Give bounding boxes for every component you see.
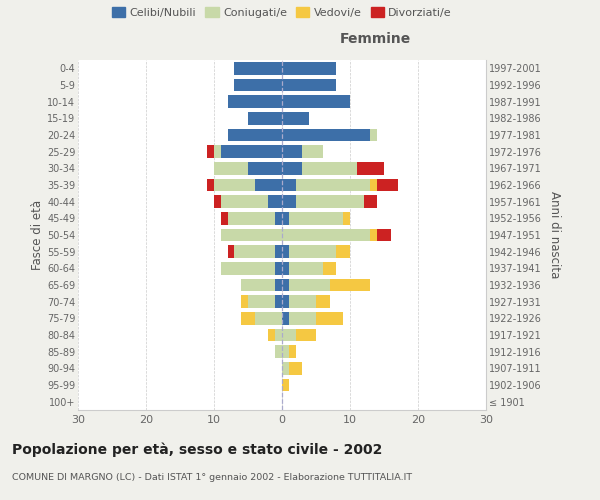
Bar: [370, 129, 377, 141]
Bar: [296, 179, 370, 192]
Bar: [282, 62, 337, 74]
Bar: [377, 179, 398, 192]
Bar: [221, 146, 282, 158]
Bar: [296, 196, 364, 208]
Bar: [241, 312, 255, 324]
Bar: [370, 179, 377, 192]
Bar: [207, 146, 214, 158]
Y-axis label: Fasce di età: Fasce di età: [31, 200, 44, 270]
Bar: [248, 112, 282, 124]
Bar: [282, 146, 302, 158]
Bar: [275, 329, 282, 341]
Text: COMUNE DI MARGNO (LC) - Dati ISTAT 1° gennaio 2002 - Elaborazione TUTTITALIA.IT: COMUNE DI MARGNO (LC) - Dati ISTAT 1° ge…: [12, 472, 412, 482]
Bar: [255, 179, 282, 192]
Bar: [282, 79, 337, 92]
Bar: [221, 262, 275, 274]
Bar: [275, 296, 282, 308]
Bar: [275, 262, 282, 274]
Bar: [221, 212, 227, 224]
Bar: [248, 162, 282, 174]
Bar: [207, 179, 214, 192]
Legend: Celibi/Nubili, Coniugati/e, Vedovi/e, Divorziati/e: Celibi/Nubili, Coniugati/e, Vedovi/e, Di…: [107, 2, 457, 22]
Bar: [235, 79, 282, 92]
Bar: [268, 196, 282, 208]
Bar: [214, 196, 221, 208]
Bar: [227, 129, 282, 141]
Bar: [248, 296, 275, 308]
Bar: [289, 279, 329, 291]
Bar: [275, 246, 282, 258]
Bar: [282, 162, 302, 174]
Bar: [282, 112, 309, 124]
Bar: [282, 329, 296, 341]
Bar: [370, 229, 377, 241]
Bar: [289, 262, 323, 274]
Bar: [302, 146, 323, 158]
Bar: [275, 212, 282, 224]
Bar: [364, 196, 377, 208]
Bar: [316, 296, 329, 308]
Bar: [289, 346, 296, 358]
Bar: [255, 312, 282, 324]
Bar: [214, 179, 255, 192]
Bar: [289, 362, 302, 374]
Bar: [282, 312, 289, 324]
Bar: [323, 262, 337, 274]
Bar: [282, 212, 289, 224]
Bar: [357, 162, 384, 174]
Bar: [241, 279, 275, 291]
Bar: [282, 279, 289, 291]
Bar: [329, 279, 370, 291]
Bar: [296, 329, 316, 341]
Bar: [289, 212, 343, 224]
Bar: [227, 96, 282, 108]
Bar: [268, 329, 275, 341]
Bar: [377, 229, 391, 241]
Text: Popolazione per età, sesso e stato civile - 2002: Popolazione per età, sesso e stato civil…: [12, 442, 382, 457]
Bar: [289, 312, 316, 324]
Bar: [282, 346, 289, 358]
Bar: [316, 312, 343, 324]
Bar: [343, 212, 350, 224]
Bar: [214, 162, 248, 174]
Bar: [227, 246, 235, 258]
Bar: [275, 346, 282, 358]
Bar: [227, 212, 275, 224]
Bar: [235, 62, 282, 74]
Bar: [235, 246, 275, 258]
Bar: [282, 362, 289, 374]
Text: Femmine: Femmine: [340, 32, 412, 46]
Bar: [282, 229, 370, 241]
Y-axis label: Anni di nascita: Anni di nascita: [548, 192, 561, 278]
Bar: [282, 129, 370, 141]
Bar: [337, 246, 350, 258]
Bar: [221, 229, 282, 241]
Bar: [282, 179, 296, 192]
Bar: [302, 162, 357, 174]
Bar: [289, 246, 337, 258]
Bar: [282, 296, 289, 308]
Bar: [282, 379, 289, 391]
Bar: [282, 196, 296, 208]
Bar: [275, 279, 282, 291]
Bar: [282, 246, 289, 258]
Bar: [221, 196, 268, 208]
Bar: [241, 296, 248, 308]
Bar: [282, 262, 289, 274]
Bar: [289, 296, 316, 308]
Bar: [282, 96, 350, 108]
Bar: [214, 146, 221, 158]
